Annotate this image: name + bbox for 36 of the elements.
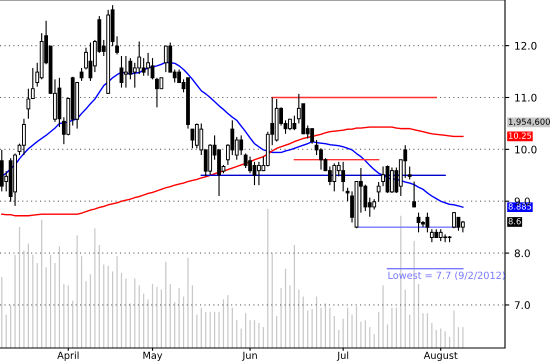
candlestick (137, 40, 142, 75)
candlestick (408, 166, 412, 180)
x-tick-label: April (57, 351, 78, 361)
candlestick (376, 181, 381, 202)
candlestick (310, 128, 314, 144)
x-tick-label: Jun (242, 352, 257, 361)
x-tick-label: Jul (336, 351, 348, 361)
candlestick (332, 162, 336, 192)
text: 8.885 (508, 203, 532, 210)
text: 1,954,600 (508, 118, 550, 126)
candlestick (239, 134, 244, 156)
x-tick-label: May (143, 352, 162, 361)
candlestick (412, 180, 416, 208)
candlestick (346, 187, 350, 202)
candlestick (80, 67, 84, 82)
text: 8.6 (508, 218, 521, 224)
candlestick (244, 152, 248, 169)
text: 10.25 (508, 132, 532, 139)
candlestick (230, 120, 234, 156)
y-tick-label: 11.0 (515, 94, 537, 102)
candlestick (26, 88, 30, 120)
y-tick-label: 10.0 (515, 146, 537, 154)
candlestick (372, 198, 376, 210)
x-tick-label: August (424, 352, 458, 361)
y-tick-label: 12.0 (515, 42, 537, 50)
candlestick (164, 45, 168, 73)
candlestick (460, 220, 465, 233)
candlestick (430, 228, 434, 243)
candlestick (438, 228, 443, 242)
candlestick (292, 115, 296, 131)
y-tick-label: 7.0 (514, 301, 530, 310)
candlestick (363, 184, 368, 212)
candlestick (115, 36, 119, 56)
line-series (1, 126, 464, 216)
y-tick-label: 8.0 (514, 249, 530, 258)
candlestick (341, 161, 346, 192)
